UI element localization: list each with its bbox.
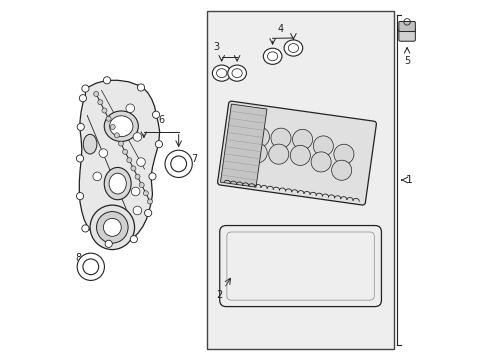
Ellipse shape [104,111,138,141]
Text: 3: 3 [214,42,220,51]
Text: 2: 2 [216,291,222,301]
Circle shape [79,95,87,102]
Circle shape [131,166,136,171]
Circle shape [269,144,289,164]
Circle shape [103,77,111,84]
Circle shape [155,140,163,148]
Circle shape [106,116,111,121]
Circle shape [131,187,140,196]
Circle shape [229,128,249,148]
Circle shape [119,141,123,146]
Ellipse shape [288,44,298,53]
Circle shape [130,235,137,243]
Ellipse shape [284,40,303,56]
Circle shape [147,199,152,204]
Circle shape [143,191,148,196]
Circle shape [133,133,142,141]
Circle shape [114,133,120,138]
Circle shape [313,136,333,156]
Circle shape [82,225,89,232]
Circle shape [149,173,156,180]
Circle shape [77,123,84,131]
Circle shape [227,142,247,162]
Circle shape [110,125,115,130]
Text: 6: 6 [158,115,164,125]
Circle shape [90,205,135,249]
Circle shape [137,84,145,91]
FancyBboxPatch shape [220,226,381,307]
Circle shape [83,259,98,275]
Ellipse shape [263,48,282,64]
Circle shape [271,128,291,148]
Circle shape [126,104,135,113]
Circle shape [152,111,160,118]
Circle shape [293,129,313,149]
Ellipse shape [104,167,131,200]
Text: 1: 1 [406,175,413,185]
Polygon shape [220,104,267,187]
Circle shape [94,91,98,96]
Circle shape [137,158,146,166]
Circle shape [97,212,128,243]
Circle shape [105,240,112,247]
Circle shape [127,158,132,163]
FancyBboxPatch shape [207,12,394,348]
Circle shape [98,100,103,105]
Circle shape [76,193,84,200]
Ellipse shape [109,173,126,194]
Circle shape [102,108,107,113]
Ellipse shape [268,52,278,61]
Ellipse shape [110,116,133,136]
Polygon shape [79,80,160,244]
Ellipse shape [83,134,97,154]
Text: 7: 7 [191,154,197,164]
Text: 5: 5 [404,56,410,66]
Circle shape [171,156,187,172]
Circle shape [82,85,89,92]
Text: 8: 8 [75,253,81,263]
Circle shape [76,155,84,162]
Circle shape [139,183,144,188]
Circle shape [165,150,192,177]
Text: 4: 4 [278,24,284,35]
Circle shape [334,144,354,164]
FancyBboxPatch shape [399,22,416,32]
FancyBboxPatch shape [399,28,416,41]
Circle shape [145,210,152,217]
Ellipse shape [228,65,246,81]
Circle shape [332,160,352,180]
Circle shape [93,172,101,181]
FancyBboxPatch shape [218,101,376,205]
Circle shape [290,145,310,166]
Ellipse shape [212,65,231,81]
Circle shape [103,219,122,236]
Circle shape [135,174,140,179]
Circle shape [122,149,128,154]
Circle shape [249,127,270,147]
Circle shape [311,152,331,172]
Ellipse shape [217,69,227,77]
Ellipse shape [232,69,242,77]
Circle shape [99,149,108,157]
Circle shape [133,206,142,215]
Circle shape [247,143,267,163]
Circle shape [77,253,104,280]
